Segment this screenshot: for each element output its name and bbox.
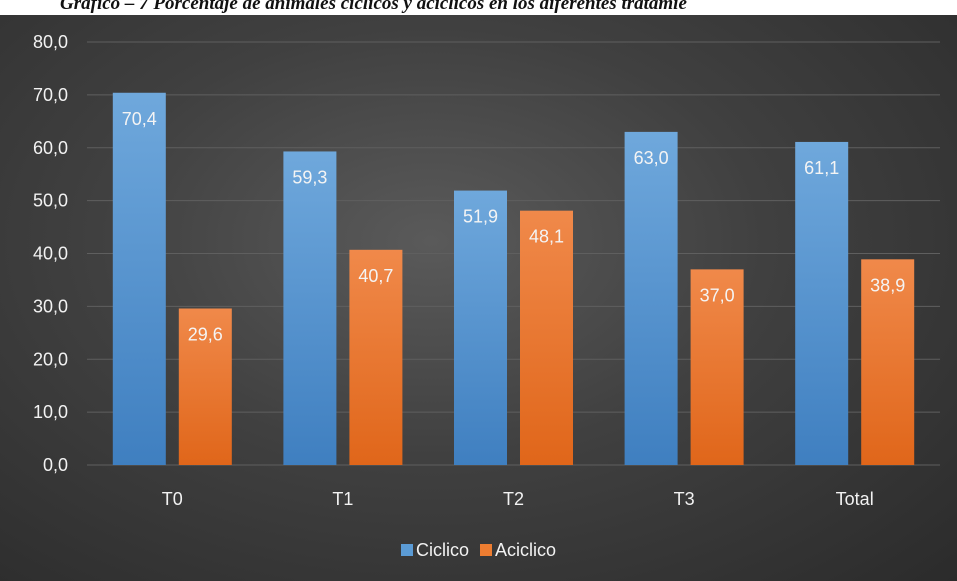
legend-label-ciclico: Ciclico [415, 540, 469, 560]
y-tick-label: 0,0 [43, 455, 68, 475]
data-label-ciclico-total: 61,1 [804, 158, 839, 178]
y-tick-label: 30,0 [33, 296, 68, 316]
bar-ciclico-t2 [454, 190, 507, 466]
data-label-ciclico-t3: 63,0 [634, 148, 669, 168]
bar-chart: 0,0 10,0 20,0 30,0 40,0 50,0 60,0 70,0 80,0 70,4 2… [33, 32, 940, 509]
chart-legend: Ciclico Aciclico [0, 538, 957, 562]
x-category-label: Total [836, 489, 874, 509]
bar-aciclico-t1 [349, 249, 403, 465]
y-tick-label: 10,0 [33, 402, 68, 422]
y-tick-label: 60,0 [33, 138, 68, 158]
data-label-aciclico-t2: 48,1 [529, 227, 564, 247]
y-tick-label: 50,0 [33, 191, 68, 211]
y-tick-label: 20,0 [33, 349, 68, 369]
x-category-label: T1 [332, 489, 353, 509]
legend-swatch-aciclico [480, 544, 492, 556]
bar-ciclico-total [795, 141, 849, 465]
chart-area: 0,0 10,0 20,0 30,0 40,0 50,0 60,0 70,0 80,0 70,4 2… [0, 15, 957, 581]
data-label-aciclico-t3: 37,0 [700, 285, 735, 305]
y-tick-label: 70,0 [33, 85, 68, 105]
data-label-ciclico-t0: 70,4 [122, 109, 157, 129]
data-label-aciclico-t1: 40,7 [358, 266, 393, 286]
data-label-ciclico-t2: 51,9 [463, 207, 498, 227]
bar-ciclico-t0 [112, 92, 166, 465]
bar-aciclico-t0 [178, 308, 232, 465]
x-category-label: T2 [503, 489, 524, 509]
bar-aciclico-total [861, 259, 915, 465]
data-label-aciclico-total: 38,9 [870, 275, 905, 295]
y-tick-label: 40,0 [33, 244, 68, 264]
x-category-label: T3 [674, 489, 695, 509]
bar-ciclico-t3 [624, 131, 678, 465]
legend-swatch-ciclico [400, 544, 413, 556]
data-label-ciclico-t1: 59,3 [292, 167, 327, 187]
x-category-label: T0 [162, 489, 183, 509]
legend-item-ciclico: Ciclico [400, 538, 469, 562]
bar-aciclico-t2 [520, 210, 573, 465]
figure-caption: Gráfico – 7 Porcentaje de animales cícli… [60, 0, 687, 14]
legend-item-aciclico: Aciclico [480, 538, 556, 562]
bar-ciclico-t1 [283, 151, 337, 466]
data-label-aciclico-t0: 29,6 [188, 324, 223, 344]
y-tick-label: 80,0 [33, 32, 68, 52]
bar-aciclico-t3 [690, 269, 744, 465]
legend-label-aciclico: Aciclico [495, 540, 557, 560]
